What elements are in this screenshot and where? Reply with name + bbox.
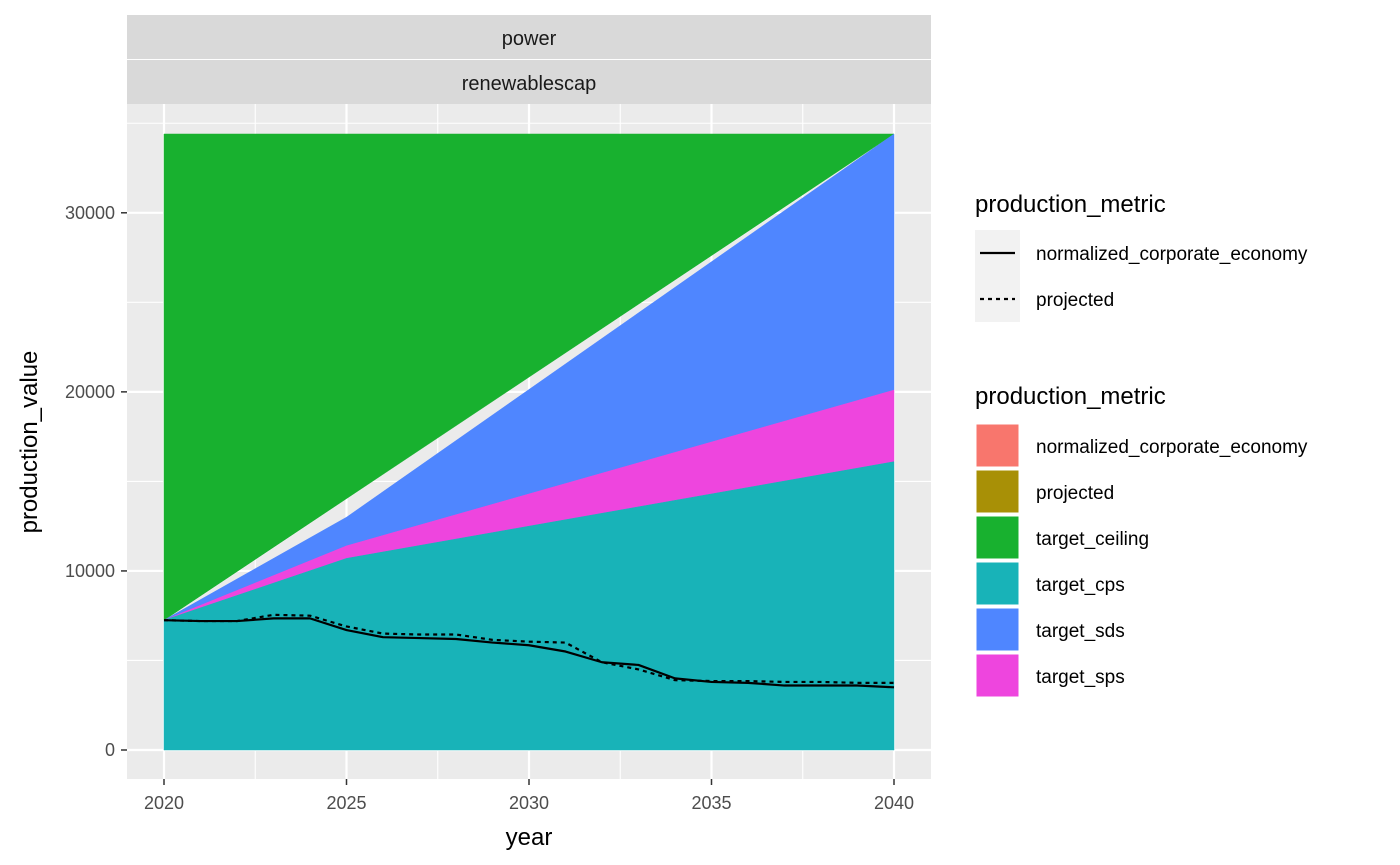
legend-label: target_ceiling <box>1036 529 1149 550</box>
legend-swatch-normalized_corporate_economy <box>975 423 1020 468</box>
legend-swatch-target_ceiling <box>975 515 1020 560</box>
x-tick-label: 2035 <box>691 793 731 813</box>
x-tick-label: 2025 <box>326 793 366 813</box>
legend-swatch-projected <box>975 469 1020 514</box>
x-tick-label: 2030 <box>509 793 549 813</box>
legends: production_metric normalized_corporate_ec… <box>975 191 1308 698</box>
legend-swatch-target_sps <box>975 653 1020 698</box>
legend-label: normalized_corporate_economy <box>1036 244 1308 265</box>
facet-strip-label-top: power <box>502 28 557 50</box>
legend-label: projected <box>1036 290 1114 311</box>
area-target_ceiling <box>163 133 895 621</box>
y-tick-label: 20000 <box>65 382 115 402</box>
area-target_cps <box>163 461 895 751</box>
y-tick-label: 10000 <box>65 561 115 581</box>
legend-label: target_cps <box>1036 575 1125 596</box>
y-axis-title: production_value <box>16 351 43 534</box>
lines <box>163 613 895 689</box>
line-normalized_corporate_economy <box>163 617 895 689</box>
x-axis: 2020 2025 2030 2035 2040 <box>144 779 914 813</box>
legend-title-linetype: production_metric <box>975 191 1166 218</box>
legend-label: projected <box>1036 483 1114 504</box>
y-tick-label: 0 <box>105 740 115 760</box>
legend-title-fill: production_metric <box>975 383 1166 410</box>
x-axis-title: year <box>506 824 553 851</box>
y-axis: 0 10000 20000 30000 <box>65 203 127 760</box>
legend-swatch-target_cps <box>975 561 1020 606</box>
legend-key-background <box>975 230 1020 322</box>
facet-strip-bottom <box>127 60 931 104</box>
legend-label: target_sps <box>1036 667 1125 688</box>
facet-strip-top <box>127 15 931 59</box>
x-tick-label: 2040 <box>874 793 914 813</box>
legend-label: normalized_corporate_economy <box>1036 437 1308 458</box>
legend-label: target_sds <box>1036 621 1125 642</box>
line-projected <box>163 613 894 684</box>
areas <box>163 133 895 751</box>
x-tick-label: 2020 <box>144 793 184 813</box>
legend-swatch-target_sds <box>975 607 1020 652</box>
facet-strip-label-bottom: renewablescap <box>462 73 597 95</box>
y-tick-label: 30000 <box>65 203 115 223</box>
